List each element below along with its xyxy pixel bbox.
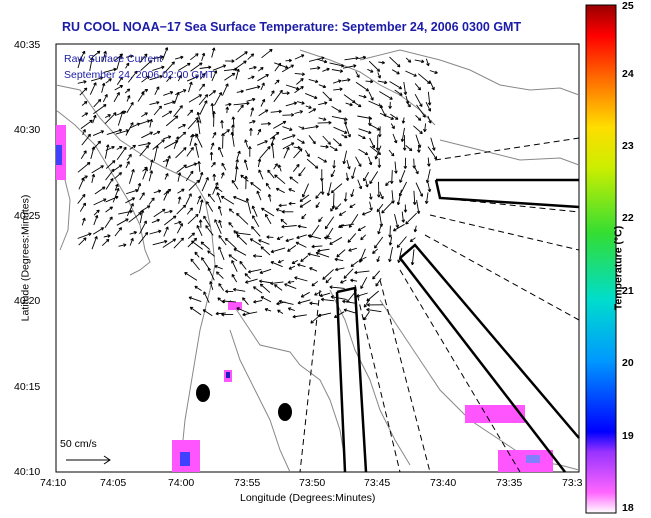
- map-title: RU COOL NOAA−17 Sea Surface Temperature:…: [62, 20, 522, 34]
- legend-raw-surface-current: Raw Surface Current: [64, 53, 163, 65]
- scale-arrow: [66, 455, 111, 465]
- x-tick: 73:45: [364, 477, 391, 489]
- y-tick: 40:25: [14, 210, 41, 222]
- sst-patches: [56, 125, 553, 472]
- x-tick: 73:55: [234, 477, 261, 489]
- colorbar-tick: 21: [622, 285, 634, 297]
- colorbar-tick: 18: [622, 502, 634, 514]
- x-axis-label: Longitude (Degrees:Minutes): [240, 492, 376, 504]
- colorbar-tick: 22: [622, 212, 634, 224]
- x-tick: 74:05: [100, 477, 127, 489]
- colorbar-tick: 25: [622, 0, 634, 12]
- y-tick: 40:35: [14, 39, 41, 51]
- y-tick: 40:20: [14, 295, 41, 307]
- current-vectors: [77, 47, 438, 324]
- legend-current-time: September 24, 2006 02:00 GMT: [64, 69, 215, 81]
- y-tick: 40:15: [14, 381, 41, 393]
- colorbar-tick: 20: [622, 357, 634, 369]
- y-tick: 40:30: [14, 124, 41, 136]
- colorbar-tick: 24: [622, 68, 634, 80]
- scale-label: 50 cm/s: [60, 438, 97, 450]
- colorbar: [585, 4, 617, 514]
- x-tick: 74:10: [40, 477, 67, 489]
- dashed-lines: [299, 137, 580, 473]
- x-tick: 73:35: [496, 477, 523, 489]
- x-tick: 73:3: [562, 477, 583, 489]
- colorbar-label: Temperature (°C): [612, 225, 625, 311]
- x-tick: 74:00: [168, 477, 195, 489]
- x-tick: 73:40: [430, 477, 457, 489]
- current-vector-field: [77, 47, 438, 324]
- colorbar-tick: 23: [622, 140, 634, 152]
- y-tick: 40:10: [14, 466, 41, 478]
- x-tick: 73:50: [299, 477, 326, 489]
- colorbar-tick: 19: [622, 430, 634, 442]
